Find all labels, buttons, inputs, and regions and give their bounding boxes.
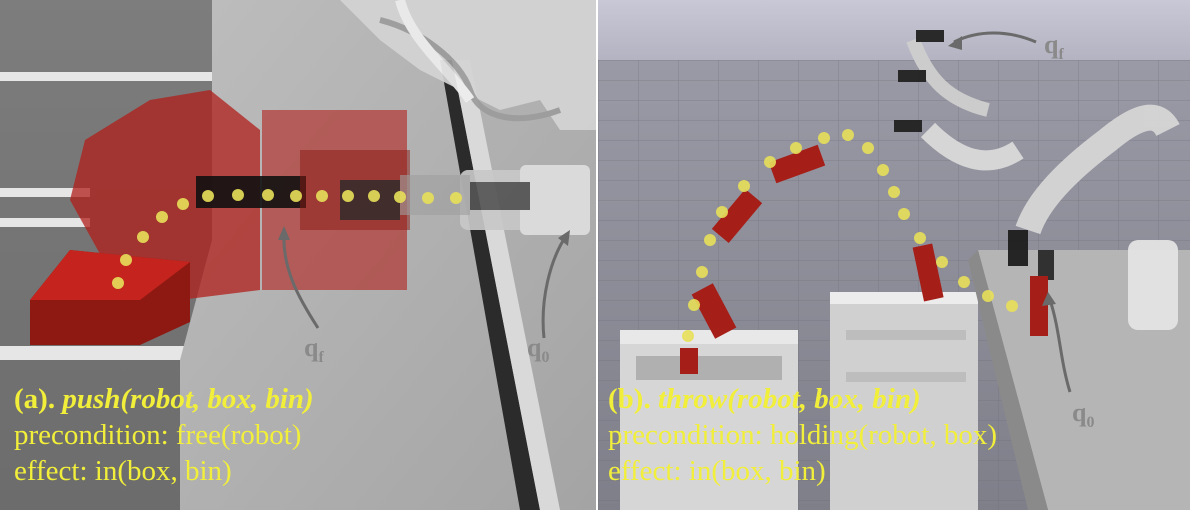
push-caption: (a). push(robot, box, bin) precondition:… xyxy=(14,381,314,489)
robot-arm xyxy=(894,30,1180,330)
q-f-arrow xyxy=(282,231,320,329)
robot-table-edge xyxy=(968,250,1048,510)
arrowhead-icon xyxy=(948,36,962,50)
push-effect: effect: in(box, bin) xyxy=(14,455,232,487)
throw-caption: (b). throw(robot, box, bin) precondition… xyxy=(608,381,997,489)
left-bin xyxy=(620,330,798,510)
q-0-arrow xyxy=(1048,299,1072,393)
panel-throw: qf q0 (b). throw(robot, box, bin) precon… xyxy=(598,0,1190,510)
q-initial-label: q0 xyxy=(1072,398,1095,432)
box-solid xyxy=(30,250,190,345)
throw-box-poses xyxy=(680,144,1048,374)
q-0-arrow xyxy=(541,235,568,339)
rail xyxy=(0,346,190,360)
panel-push: qf q0 (a). push(robot, box, bin) precond… xyxy=(0,0,596,510)
rail xyxy=(0,218,90,227)
throw-scene-illustration xyxy=(598,0,1190,510)
sky xyxy=(598,0,1190,60)
throw-trajectory xyxy=(682,129,1018,342)
throw-effect: effect: in(box, bin) xyxy=(608,455,826,487)
rail xyxy=(0,72,215,81)
q-final-label: qf xyxy=(1044,30,1064,64)
q-initial-label: q0 xyxy=(527,333,550,367)
push-scene-illustration xyxy=(0,0,596,510)
push-precondition: precondition: free(robot) xyxy=(14,419,302,451)
push-title: (a). push(robot, box, bin) xyxy=(14,383,314,415)
push-trajectory xyxy=(112,189,462,289)
arrowhead-icon xyxy=(1042,292,1056,306)
arrowhead-icon xyxy=(558,230,570,246)
panel-divider xyxy=(596,0,598,510)
arrowhead-icon xyxy=(278,226,290,240)
throw-title: (b). throw(robot, box, bin) xyxy=(608,383,921,415)
q-final-label: qf xyxy=(304,333,324,367)
robot-arm xyxy=(340,0,596,235)
throw-precondition: precondition: holding(robot, box) xyxy=(608,419,998,451)
rail xyxy=(0,188,90,197)
